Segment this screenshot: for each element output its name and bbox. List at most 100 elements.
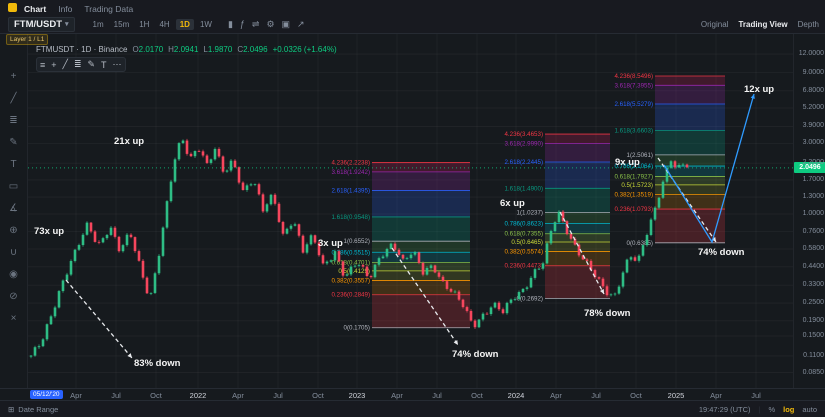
fib-retracement-icon[interactable]: ≣: [73, 59, 82, 69]
crosshair-icon[interactable]: +: [10, 71, 17, 82]
screenshot-icon[interactable]: ▣: [281, 18, 291, 29]
view-mode-tabs: Original Trading View Depth: [701, 15, 819, 33]
symbol-label: FTM/USDT: [14, 18, 63, 30]
candle-style-icon[interactable]: ▮: [227, 18, 233, 29]
fib-box-2023: 4.236(2.2238) 3.618(1.9242) 2.618(1.4395) 1…: [331, 160, 470, 332]
calendar-icon: ⊞: [8, 404, 15, 414]
fib-level-label: 1(1.0237): [517, 209, 544, 216]
fib-level-label: 3.618(1.9242): [331, 169, 370, 176]
time-axis[interactable]: 05/12/'20 Apr Jul Oct 2022 Apr Jul Oct 2023 Apr J…: [0, 388, 825, 401]
price-axis-label: 0.4400: [802, 262, 824, 270]
time-axis-label: 2022: [189, 391, 207, 400]
visibility-icon[interactable]: ◉: [9, 269, 18, 280]
time-axis-label: Jul: [591, 391, 601, 400]
time-axis-label: Oct: [471, 391, 483, 400]
fib-box-2025: 4.236(8.5496) 3.618(7.3955) 2.618(5.5279) 1…: [614, 73, 725, 247]
category-tag[interactable]: Layer 1 / L1: [6, 34, 49, 45]
percent-scale-button[interactable]: %: [768, 404, 776, 414]
annotation-3x-up: 3x up: [318, 238, 343, 249]
view-tab-original[interactable]: Original: [700, 19, 729, 29]
fib-level-label: 0.382(1.3519): [614, 192, 653, 199]
fullscreen-icon[interactable]: ↗: [297, 18, 305, 29]
ohlc-h-label: H: [168, 45, 174, 54]
text-icon[interactable]: T: [10, 159, 17, 170]
top-tab-bar: Chart Info Trading Data: [0, 0, 825, 16]
fib-level-label: 0.382(0.3557): [331, 277, 370, 284]
fib-level-label: 0.618(0.7355): [504, 231, 543, 238]
time-axis-label: Apr: [550, 391, 562, 400]
candles-layer: [29, 138, 689, 359]
ohlc-info: FTMUSDT · 1D · Binance O2.0170 H2.0941 L1.9…: [36, 45, 337, 54]
settings-icon[interactable]: ⚙: [266, 18, 275, 29]
ohlc-l-label: L: [203, 45, 208, 54]
annotation-9x-up: 9x up: [615, 157, 640, 168]
fib-level-label: 0.786(0.5515): [331, 249, 370, 256]
fib-level-label: 0.236(0.4473): [504, 263, 543, 270]
view-tab-depth[interactable]: Depth: [797, 19, 819, 29]
trendline-icon[interactable]: ╱: [10, 93, 17, 104]
more-tools-icon[interactable]: ⋯: [112, 59, 122, 69]
zoom-icon[interactable]: ⊕: [9, 225, 18, 236]
price-axis-label: 6.8000: [802, 86, 824, 94]
view-tab-trading-view[interactable]: Trading View: [738, 19, 788, 29]
time-axis-label: Apr: [391, 391, 403, 400]
delete-icon[interactable]: ×: [10, 313, 17, 324]
fib-level-label: 1.618(3.6603): [614, 128, 653, 135]
time-axis-label: 2024: [507, 391, 525, 400]
time-axis-label: Apr: [70, 391, 82, 400]
fib-level-label: 0(0.1705): [344, 325, 371, 332]
fib-icon[interactable]: ≣: [9, 115, 18, 126]
fib-level-label: 2.618(5.5279): [614, 101, 653, 108]
fib-level-label: 3.618(2.9990): [504, 140, 543, 147]
auto-scale-button[interactable]: auto: [802, 404, 817, 414]
price-axis-label: 1.0000: [802, 209, 824, 217]
timeframe-1m[interactable]: 1m: [92, 19, 104, 29]
menu-icon[interactable]: ≡: [40, 59, 46, 70]
timeframe-1d[interactable]: 1D: [175, 18, 194, 30]
ohlc-title: FTMUSDT · 1D · Binance: [36, 45, 128, 54]
clock-label[interactable]: 19:47:29 (UTC): [698, 404, 751, 414]
timeframe-4h[interactable]: 4H: [159, 19, 170, 29]
grid-layer: [28, 53, 793, 374]
price-axis-label: 0.2500: [802, 299, 824, 307]
text-tool-icon[interactable]: T: [101, 59, 107, 70]
brush-icon[interactable]: ✎: [87, 59, 96, 69]
fib-level-label: 0.5(0.6465): [511, 239, 543, 246]
date-range-button[interactable]: Date Range: [18, 404, 59, 414]
shapes-icon[interactable]: ▭: [8, 181, 19, 192]
symbol-selector[interactable]: FTM/USDT ▾: [8, 16, 75, 32]
indicators-icon[interactable]: ƒ: [239, 18, 245, 29]
time-axis-label: Apr: [710, 391, 722, 400]
cursor-icon[interactable]: +: [51, 59, 57, 70]
timeframe-1w[interactable]: 1W: [199, 19, 212, 29]
top-tab-chart[interactable]: Chart: [24, 3, 47, 14]
price-axis-label: 12.0000: [798, 50, 824, 58]
first-bar-date-badge[interactable]: 05/12/'20: [30, 390, 63, 399]
price-axis[interactable]: 2.0496 12.0000 9.0000 6.8000 5.2000 3.9000 3.…: [793, 33, 825, 388]
brush-icon[interactable]: ✎: [9, 137, 18, 148]
fib-level-label: 0.236(0.2849): [331, 292, 370, 299]
chart-header: FTM/USDT ▾ 1m 15m 1H 4H 1D 1W ▮ ƒ ⇌ ⚙ ▣ ↗ Original…: [0, 15, 825, 34]
fib-level-label: 0.5(1.5723): [621, 182, 653, 189]
annotation-21x-up: 21x up: [114, 136, 144, 147]
measure-icon[interactable]: ∡: [9, 203, 18, 214]
magnet-icon[interactable]: ∪: [9, 247, 18, 258]
price-axis-label: 0.1900: [802, 316, 824, 324]
timeframe-1h[interactable]: 1H: [139, 19, 150, 29]
divider: |: [758, 404, 761, 414]
fib-level-label: 1.618(1.4900): [504, 185, 543, 192]
annotation-83-down: 83% down: [134, 358, 181, 369]
annotation-78-down: 78% down: [584, 308, 631, 319]
timeframe-15m[interactable]: 15m: [113, 19, 130, 29]
compare-icon[interactable]: ⇌: [251, 18, 260, 29]
top-tab-trading-data[interactable]: Trading Data: [84, 3, 134, 14]
lock-icon[interactable]: ⊘: [9, 291, 18, 302]
log-scale-button[interactable]: log: [783, 404, 795, 414]
top-tab-info[interactable]: Info: [58, 3, 73, 14]
trendline-icon[interactable]: ╱: [62, 59, 68, 69]
annotation-74-down: 74% down: [698, 247, 745, 258]
ohlc-o-label: O: [132, 45, 139, 54]
fib-box-2024: 4.236(3.4653) 3.618(2.9990) 2.618(2.2445) 1…: [504, 131, 610, 302]
